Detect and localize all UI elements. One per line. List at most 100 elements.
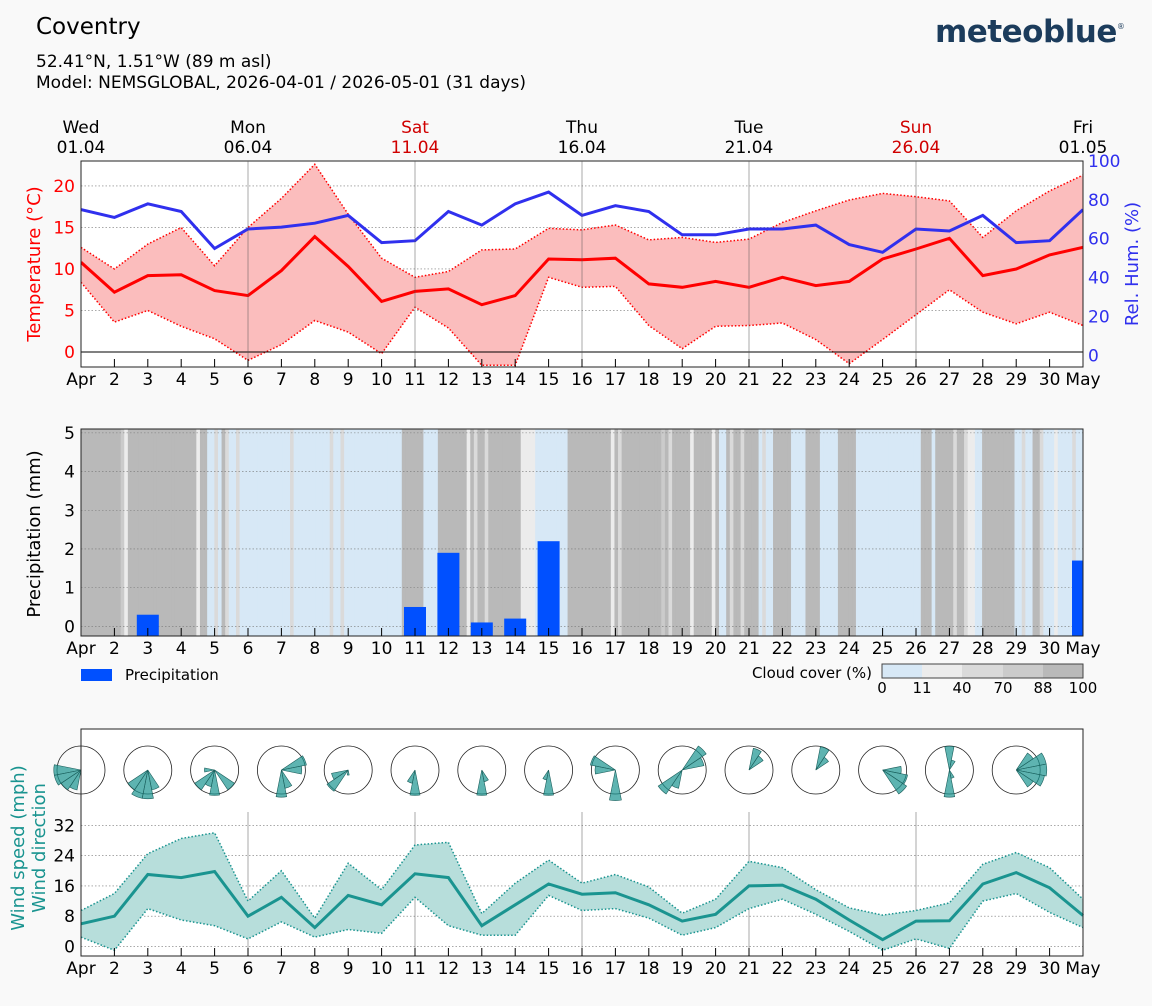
cloud-cover-strip bbox=[354, 429, 359, 636]
x-tick-label: 19 bbox=[671, 639, 693, 659]
cloud-cover-strip bbox=[776, 429, 781, 636]
wind-rose bbox=[791, 745, 841, 795]
cloud-cover-strip bbox=[365, 429, 370, 636]
cloud-cover-strip bbox=[794, 429, 799, 636]
cloud-cover-strip bbox=[816, 429, 821, 636]
wind-rose-sector bbox=[214, 769, 235, 791]
x-tick-label: 12 bbox=[438, 639, 460, 659]
precipitation-legend-label: Precipitation bbox=[125, 666, 219, 684]
cloud-cover-strip bbox=[1018, 429, 1023, 636]
cloud-cover-strip bbox=[992, 429, 997, 636]
cloud-cover-strip bbox=[235, 429, 240, 636]
cloud-cover-strip bbox=[1021, 429, 1026, 636]
cloud-cover-strip bbox=[866, 429, 871, 636]
x-tick-label: 9 bbox=[343, 370, 354, 390]
wind-rose-sector bbox=[748, 747, 762, 771]
x-tick-label: 4 bbox=[176, 639, 187, 659]
cloud-cover-strip bbox=[700, 429, 705, 636]
x-tick-label: 24 bbox=[838, 959, 860, 979]
cloud-cover-strip bbox=[628, 429, 633, 636]
cloud-cover-strip bbox=[1007, 429, 1012, 636]
cloud-cover-strip bbox=[661, 429, 666, 636]
cloud-cover-strip bbox=[243, 429, 248, 636]
cloud-cover-strip bbox=[491, 429, 496, 636]
cloud-cover-strip bbox=[84, 429, 89, 636]
cloud-cover-strip bbox=[708, 429, 713, 636]
cloud-cover-strip bbox=[163, 429, 168, 636]
cloud-cover-strip bbox=[974, 429, 979, 636]
x-tick-label: 19 bbox=[671, 370, 693, 390]
meteoblue-logo[interactable]: meteoblue® bbox=[935, 14, 1125, 50]
cloud-cover-strip bbox=[470, 429, 475, 636]
cloud-cover-strip bbox=[837, 429, 842, 636]
cloud-cover-strip bbox=[614, 429, 619, 636]
wind-rose bbox=[323, 745, 373, 795]
x-tick-label: 25 bbox=[872, 959, 894, 979]
cloud-cover-strip bbox=[427, 429, 432, 636]
cloud-cover-strip bbox=[643, 429, 648, 636]
cloud-cover-strip bbox=[333, 429, 338, 636]
cloud-cover-strip bbox=[81, 429, 86, 636]
wind-rose-sector bbox=[543, 769, 554, 796]
wind-tick-label: 24 bbox=[53, 847, 75, 867]
cloud-cover-strip bbox=[1036, 429, 1041, 636]
cloud-cover-strip bbox=[1010, 429, 1015, 636]
x-tick-label: 28 bbox=[972, 639, 994, 659]
wind-rose-sector bbox=[326, 769, 349, 792]
cloud-cover-strip bbox=[297, 429, 302, 636]
cloud-cover-strip bbox=[106, 429, 111, 636]
cloud-cover-strip bbox=[679, 429, 684, 636]
cloud-cover-strip bbox=[99, 429, 104, 636]
cloud-cover-strip bbox=[142, 429, 147, 636]
cloud-cover-strip bbox=[401, 429, 406, 636]
cloud-cover-strip bbox=[135, 429, 140, 636]
x-tick-label: 23 bbox=[805, 370, 827, 390]
cloud-cover-strip bbox=[1054, 429, 1059, 636]
cloud-cover-strip bbox=[870, 429, 875, 636]
cloud-cover-strip bbox=[798, 429, 803, 636]
cloud-cover-strip bbox=[336, 429, 341, 636]
x-tick-label: 14 bbox=[504, 959, 526, 979]
x-tick-label: 3 bbox=[142, 370, 153, 390]
x-tick-label: 2 bbox=[109, 959, 120, 979]
x-tick-label: 13 bbox=[471, 639, 493, 659]
humidity-tick-label: 60 bbox=[1088, 230, 1110, 250]
wind-rose-sector bbox=[481, 769, 489, 783]
cloud-cover-strip bbox=[783, 429, 788, 636]
cloud-cover-strip bbox=[293, 429, 298, 636]
cloud-cover-strip bbox=[812, 429, 817, 636]
x-tick-label: 17 bbox=[605, 370, 627, 390]
x-tick-label: 8 bbox=[309, 639, 320, 659]
cloud-cover-strip bbox=[762, 429, 767, 636]
cloud-cover-strip bbox=[729, 429, 734, 636]
wind-rose-sector bbox=[590, 755, 616, 771]
cloud-cover-strip bbox=[466, 429, 471, 636]
cloud-cover-strip bbox=[920, 429, 925, 636]
cloud-cover-strip bbox=[654, 429, 659, 636]
weekday-header-day: Wed bbox=[62, 118, 99, 138]
cloud-cover-scale-frame bbox=[881, 663, 1084, 679]
humidity-tick-label: 80 bbox=[1088, 191, 1110, 211]
cloud-cover-strip bbox=[801, 429, 806, 636]
cloud-cover-strip bbox=[877, 429, 882, 636]
cloud-cover-scale-label: 100 bbox=[1069, 679, 1098, 697]
humidity-tick-label: 100 bbox=[1088, 152, 1120, 172]
weekday-header-day: Fri bbox=[1073, 118, 1093, 138]
cloud-cover-strip bbox=[949, 429, 954, 636]
cloud-cover-strip bbox=[376, 429, 381, 636]
cloud-cover-strip bbox=[153, 429, 158, 636]
cloud-cover-strip bbox=[272, 429, 277, 636]
cloud-cover-strip bbox=[931, 429, 936, 636]
wind-rose-sector bbox=[281, 769, 293, 789]
cloud-cover-strip bbox=[383, 429, 388, 636]
cloud-cover-strip bbox=[935, 429, 940, 636]
cloud-cover-strip bbox=[167, 429, 172, 636]
x-tick-label: 8 bbox=[309, 370, 320, 390]
cloud-cover-strip bbox=[1061, 429, 1066, 636]
wind-rose-circle bbox=[858, 745, 907, 795]
wind-rose-sector bbox=[131, 769, 149, 799]
location-title: Coventry bbox=[36, 14, 141, 40]
cloud-cover-strip bbox=[578, 429, 583, 636]
temperature-tick-label: 0 bbox=[64, 343, 75, 363]
temperature-tick-label: 10 bbox=[53, 260, 75, 280]
